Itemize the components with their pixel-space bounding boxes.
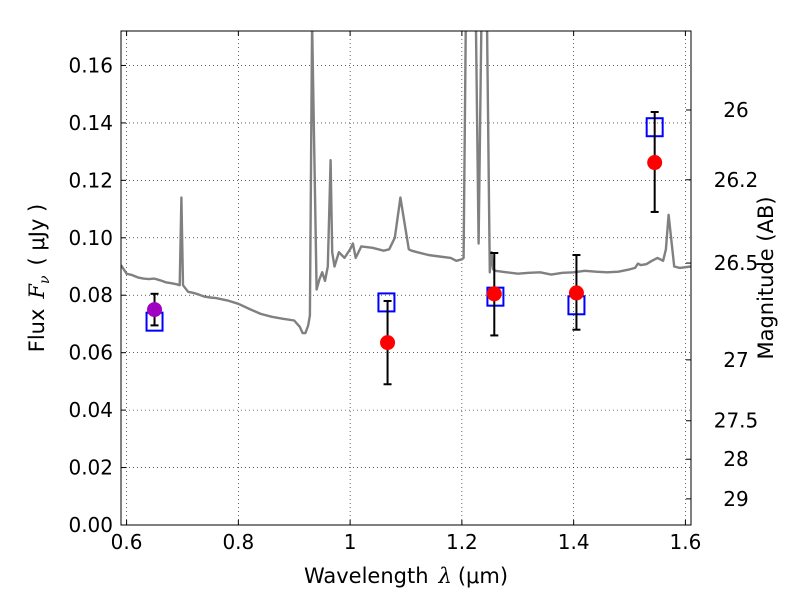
sed-model-line xyxy=(121,31,691,335)
data-layer xyxy=(121,31,691,335)
y-tick-label: 0.06 xyxy=(68,341,113,365)
x-tick-label: 1.2 xyxy=(446,530,478,554)
markers xyxy=(145,110,664,386)
x-tick-label: 1.4 xyxy=(558,530,590,554)
x-tick-label: 1.6 xyxy=(670,530,702,554)
y-axis-label: FluxFν( μJy ) xyxy=(25,204,53,352)
y2-tick-label: 26 xyxy=(723,98,748,122)
y-tick-label: 0.16 xyxy=(68,53,113,77)
observed-photometry-point xyxy=(647,155,663,171)
observed-photometry-point xyxy=(568,285,584,301)
observed-photometry-point xyxy=(486,286,502,302)
plot-area-background xyxy=(121,31,691,525)
plot-frame xyxy=(120,30,692,526)
y-tick-label: 0.12 xyxy=(68,168,113,192)
observed-photometry-point xyxy=(147,302,163,318)
y2-tick-label: 28 xyxy=(723,447,748,471)
model-photometry-square xyxy=(377,292,396,313)
y-tick-label: 0.04 xyxy=(68,398,113,422)
y-tick-label: 0.14 xyxy=(68,111,113,135)
y2-tick-label: 26.5 xyxy=(714,251,759,275)
x-tick-label: 1 xyxy=(344,530,357,554)
ticks: 0.6 0.8 1 1.2 1.4 1.6 0.00 0.02 0.04 0.06 0.08 0.10… xyxy=(68,31,758,554)
y2-tick-label: 26.2 xyxy=(714,168,759,192)
y-tick-label: 0.10 xyxy=(68,226,113,250)
y2-axis-label: Magnitude (AB) xyxy=(754,196,778,359)
observed-photometry-point xyxy=(380,335,396,351)
y-tick-label: 0.00 xyxy=(68,513,113,537)
y-tick-label: 0.08 xyxy=(68,283,113,307)
y2-tick-label: 27 xyxy=(723,348,748,372)
y-tick-label: 0.02 xyxy=(68,456,113,480)
y2-tick-label: 29 xyxy=(723,487,748,511)
x-tick-label: 0.8 xyxy=(222,530,254,554)
x-axis-label: Wavelength λ (μm) xyxy=(304,564,508,588)
y2-tick-label: 27.5 xyxy=(714,409,759,433)
x-tick-label: 0.6 xyxy=(111,530,143,554)
